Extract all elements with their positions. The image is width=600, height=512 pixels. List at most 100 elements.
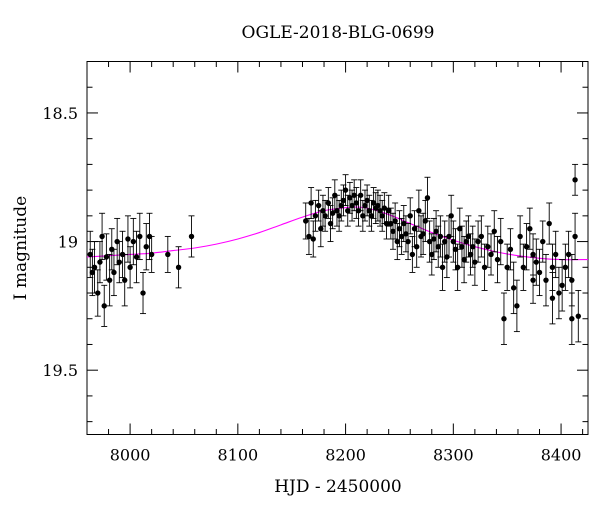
data-point: [109, 246, 115, 252]
data-point: [530, 251, 536, 258]
data-point: [318, 226, 324, 232]
data-point: [439, 264, 446, 270]
data-point: [569, 316, 575, 322]
data-point: [99, 233, 105, 240]
x-tick-label: 8200: [325, 446, 366, 465]
data-point: [488, 251, 494, 258]
data-point: [388, 220, 394, 227]
data-point: [569, 277, 575, 283]
data-point: [461, 256, 467, 263]
data-point: [426, 238, 433, 245]
y-tick-label: 19.5: [42, 361, 78, 380]
data-point: [119, 251, 126, 258]
data-point: [355, 208, 362, 214]
x-tick-label: 8000: [110, 446, 151, 465]
data-point: [375, 202, 381, 209]
data-point: [116, 259, 123, 265]
data-point: [514, 303, 520, 309]
data-point: [325, 200, 332, 206]
data-point: [467, 251, 474, 258]
data-point: [448, 213, 454, 219]
data-point: [89, 269, 96, 276]
data-point: [379, 213, 385, 219]
data-point: [377, 208, 383, 214]
data-point: [575, 313, 582, 319]
data-point: [452, 246, 459, 252]
data-point: [517, 233, 523, 240]
data-point: [360, 213, 366, 219]
data-point: [146, 233, 153, 240]
data-point: [125, 236, 131, 242]
data-point: [322, 213, 328, 219]
data-point: [510, 285, 517, 291]
y-tick-label: 19: [58, 233, 78, 252]
data-points: [87, 177, 582, 322]
data-point: [527, 226, 533, 232]
data-point: [530, 277, 536, 283]
data-point: [470, 244, 476, 250]
data-point: [357, 192, 364, 198]
data-point: [552, 251, 559, 258]
data-point: [306, 233, 312, 240]
data-point: [403, 231, 409, 237]
data-point: [429, 251, 435, 258]
data-point: [101, 303, 107, 309]
data-point: [351, 192, 357, 198]
data-point: [353, 200, 360, 206]
data-point: [549, 264, 556, 270]
data-point: [364, 197, 370, 204]
data-point: [543, 277, 549, 283]
data-point: [332, 192, 338, 198]
y-axis-label: I magnitude: [11, 196, 31, 300]
data-point: [572, 233, 578, 240]
data-point: [362, 202, 368, 209]
data-point: [312, 213, 319, 219]
data-point: [475, 238, 481, 245]
data-point: [533, 259, 539, 265]
data-point: [405, 238, 411, 245]
data-point: [565, 251, 572, 258]
data-point: [87, 251, 93, 258]
data-point: [106, 277, 113, 283]
x-tick-label: 8300: [433, 446, 474, 465]
data-point: [334, 208, 340, 214]
data-point: [143, 244, 149, 250]
data-point: [349, 202, 355, 209]
data-point: [103, 254, 110, 260]
data-point: [165, 251, 171, 258]
data-point: [549, 295, 556, 301]
data-point: [345, 208, 351, 214]
data-point: [327, 220, 334, 227]
data-point: [130, 238, 137, 245]
data-point: [411, 226, 418, 232]
data-point: [336, 213, 342, 219]
data-point: [559, 282, 565, 288]
data-point: [472, 259, 478, 265]
error-bars: [87, 163, 582, 345]
data-point: [481, 264, 488, 270]
y-tick-label: 18.5: [42, 104, 78, 123]
data-point: [320, 208, 326, 214]
data-point: [401, 220, 407, 227]
x-tick-label: 8100: [217, 446, 258, 465]
data-point: [175, 264, 182, 270]
data-point: [485, 244, 491, 250]
data-point: [562, 264, 569, 270]
data-point: [342, 187, 349, 193]
plot-frame: [86, 61, 589, 435]
data-point: [520, 264, 527, 270]
data-point: [97, 259, 103, 265]
data-point: [308, 200, 314, 206]
data-point: [491, 228, 497, 234]
data-point: [431, 236, 437, 242]
data-point: [114, 238, 120, 245]
data-point: [422, 218, 429, 224]
data-point: [523, 244, 530, 250]
data-point: [465, 233, 472, 240]
data-point: [303, 218, 309, 224]
data-point: [368, 213, 375, 219]
chart-title: OGLE-2018-BLG-0699: [242, 23, 435, 43]
axis-ticks: [86, 61, 588, 435]
data-point: [435, 244, 441, 250]
